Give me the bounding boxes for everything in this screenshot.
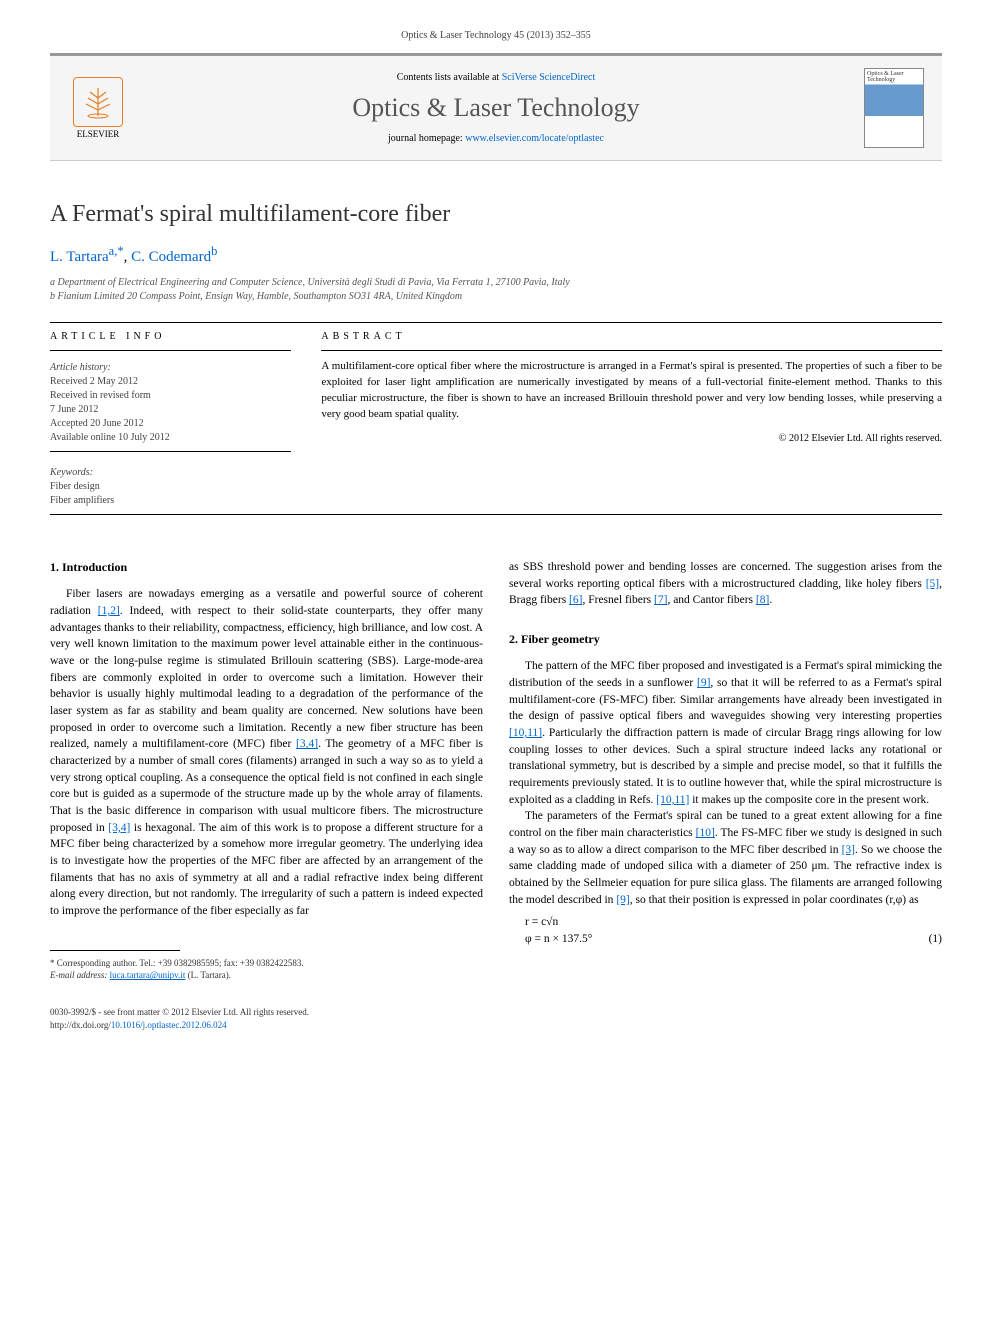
info-abstract-row: ARTICLE INFO Article history: Received 2… — [50, 331, 942, 508]
column-right: as SBS threshold power and bending losse… — [509, 559, 942, 1031]
author-sep: , — [124, 249, 132, 265]
ref-3-4[interactable]: [3,4] — [296, 738, 318, 750]
article-info: ARTICLE INFO Article history: Received 2… — [50, 331, 291, 508]
history-received: Received 2 May 2012 — [50, 375, 291, 389]
ref-1-2[interactable]: [1,2] — [98, 605, 120, 617]
article-title: A Fermat's spiral multifilament-core fib… — [50, 201, 942, 228]
author-2[interactable]: C. Codemard — [131, 249, 211, 265]
elsevier-logo: ELSEVIER — [68, 73, 128, 143]
info-divider-2 — [50, 451, 291, 452]
email-link[interactable]: luca.tartara@unipv.it — [110, 970, 186, 980]
s1-text-d: is hexagonal. The aim of this work is to… — [50, 822, 483, 917]
email-label: E-mail address: — [50, 970, 107, 980]
history-online: Available online 10 July 2012 — [50, 431, 291, 445]
sciencedirect-link[interactable]: SciVerse ScienceDirect — [502, 72, 596, 83]
abstract-label: ABSTRACT — [321, 331, 942, 342]
homepage-prefix: journal homepage: — [388, 133, 465, 144]
abstract-block: ABSTRACT A multifilament-core optical fi… — [321, 331, 942, 508]
author-2-affil[interactable]: b — [211, 244, 217, 258]
issn-block: 0030-3992/$ - see front matter © 2012 El… — [50, 1006, 483, 1031]
column-left: 1. Introduction Fiber lasers are nowaday… — [50, 559, 483, 1031]
banner-center: Contents lists available at SciVerse Sci… — [142, 72, 850, 144]
history-revised: Received in revised form — [50, 389, 291, 403]
history-block: Article history: Received 2 May 2012 Rec… — [50, 361, 291, 445]
s1c2-d: , and Cantor fibers — [667, 594, 755, 606]
email-line: E-mail address: luca.tartara@unipv.it (L… — [50, 969, 483, 982]
abstract-copyright: © 2012 Elsevier Ltd. All rights reserved… — [321, 433, 942, 444]
affil-a: a Department of Electrical Engineering a… — [50, 276, 942, 290]
journal-banner: ELSEVIER Contents lists available at Sci… — [50, 53, 942, 161]
ref-9b[interactable]: [9] — [616, 894, 629, 906]
section-1-title: 1. Introduction — [50, 559, 483, 576]
ref-8[interactable]: [8] — [756, 594, 769, 606]
s1-text-b: . Indeed, with respect to their solid-st… — [50, 605, 483, 750]
eq1-number: (1) — [929, 931, 942, 948]
corr-author-line: * Corresponding author. Tel.: +39 038298… — [50, 957, 483, 970]
keywords-label: Keywords: — [50, 466, 291, 480]
abstract-divider — [321, 350, 942, 351]
elsevier-tree-icon — [73, 77, 123, 127]
contents-prefix: Contents lists available at — [397, 72, 502, 83]
footnote-separator — [50, 950, 180, 951]
keyword-2: Fiber amplifiers — [50, 494, 291, 508]
ref-10-11b[interactable]: [10,11] — [656, 794, 689, 806]
eq1-line2: φ = n × 137.5° — [525, 931, 592, 948]
keywords-block: Keywords: Fiber design Fiber amplifiers — [50, 466, 291, 508]
history-revised-date: 7 June 2012 — [50, 403, 291, 417]
section-1-para: Fiber lasers are nowadays emerging as a … — [50, 586, 483, 919]
corresponding-footnote: * Corresponding author. Tel.: +39 038298… — [50, 957, 483, 982]
keyword-1: Fiber design — [50, 480, 291, 494]
author-1[interactable]: L. Tartara — [50, 249, 109, 265]
affiliations: a Department of Electrical Engineering a… — [50, 276, 942, 304]
journal-cover-thumb: Optics & Laser Technology — [864, 68, 924, 148]
header-citation: Optics & Laser Technology 45 (2013) 352–… — [50, 30, 942, 41]
doi-prefix: http://dx.doi.org/ — [50, 1020, 111, 1030]
ref-3[interactable]: [3] — [842, 844, 855, 856]
elsevier-label: ELSEVIER — [77, 129, 120, 139]
ref-10[interactable]: [10] — [696, 827, 715, 839]
abstract-text: A multifilament-core optical fiber where… — [321, 359, 942, 423]
s1-text-c: . The geometry of a MFC fiber is charact… — [50, 738, 483, 833]
affil-b: b Fianium Limited 20 Compass Point, Ensi… — [50, 290, 942, 304]
s2p2-d: , so that their position is expressed in… — [630, 894, 919, 906]
history-accepted: Accepted 20 June 2012 — [50, 417, 291, 431]
ref-9[interactable]: [9] — [697, 677, 710, 689]
section-2-para-1: The pattern of the MFC fiber proposed an… — [509, 658, 942, 808]
equation-1: r = c√n φ = n × 137.5° (1) — [525, 914, 942, 947]
authors-line: L. Tartaraa,*, C. Codemardb — [50, 244, 942, 266]
issn-text: 0030-3992/$ - see front matter © 2012 El… — [50, 1006, 483, 1019]
s1c2-a: as SBS threshold power and bending losse… — [509, 561, 942, 590]
article-info-label: ARTICLE INFO — [50, 331, 291, 342]
divider-top — [50, 322, 942, 323]
doi-line: http://dx.doi.org/10.1016/j.optlastec.20… — [50, 1019, 483, 1032]
section-1-continued: as SBS threshold power and bending losse… — [509, 559, 942, 609]
homepage-link[interactable]: www.elsevier.com/locate/optlastec — [465, 133, 604, 144]
s1c2-e: . — [769, 594, 772, 606]
ref-5[interactable]: [5] — [926, 578, 939, 590]
journal-name: Optics & Laser Technology — [142, 93, 850, 123]
homepage-line: journal homepage: www.elsevier.com/locat… — [142, 133, 850, 144]
cover-title: Optics & Laser Technology — [867, 71, 921, 83]
ref-10-11[interactable]: [10,11] — [509, 727, 542, 739]
ref-6[interactable]: [6] — [569, 594, 582, 606]
body-columns: 1. Introduction Fiber lasers are nowaday… — [50, 559, 942, 1031]
eq1-line1: r = c√n — [525, 914, 942, 931]
ref-7[interactable]: [7] — [654, 594, 667, 606]
section-2-title: 2. Fiber geometry — [509, 631, 942, 648]
ref-3-4b[interactable]: [3,4] — [108, 822, 130, 834]
s1c2-c: , Fresnel fibers — [582, 594, 654, 606]
email-suffix: (L. Tartara). — [188, 970, 231, 980]
doi-link[interactable]: 10.1016/j.optlastec.2012.06.024 — [111, 1020, 227, 1030]
history-label: Article history: — [50, 361, 291, 375]
section-2-para-2: The parameters of the Fermat's spiral ca… — [509, 808, 942, 908]
s2p1-d: it makes up the composite core in the pr… — [689, 794, 929, 806]
contents-line: Contents lists available at SciVerse Sci… — [142, 72, 850, 83]
info-divider — [50, 350, 291, 351]
divider-bottom — [50, 514, 942, 515]
